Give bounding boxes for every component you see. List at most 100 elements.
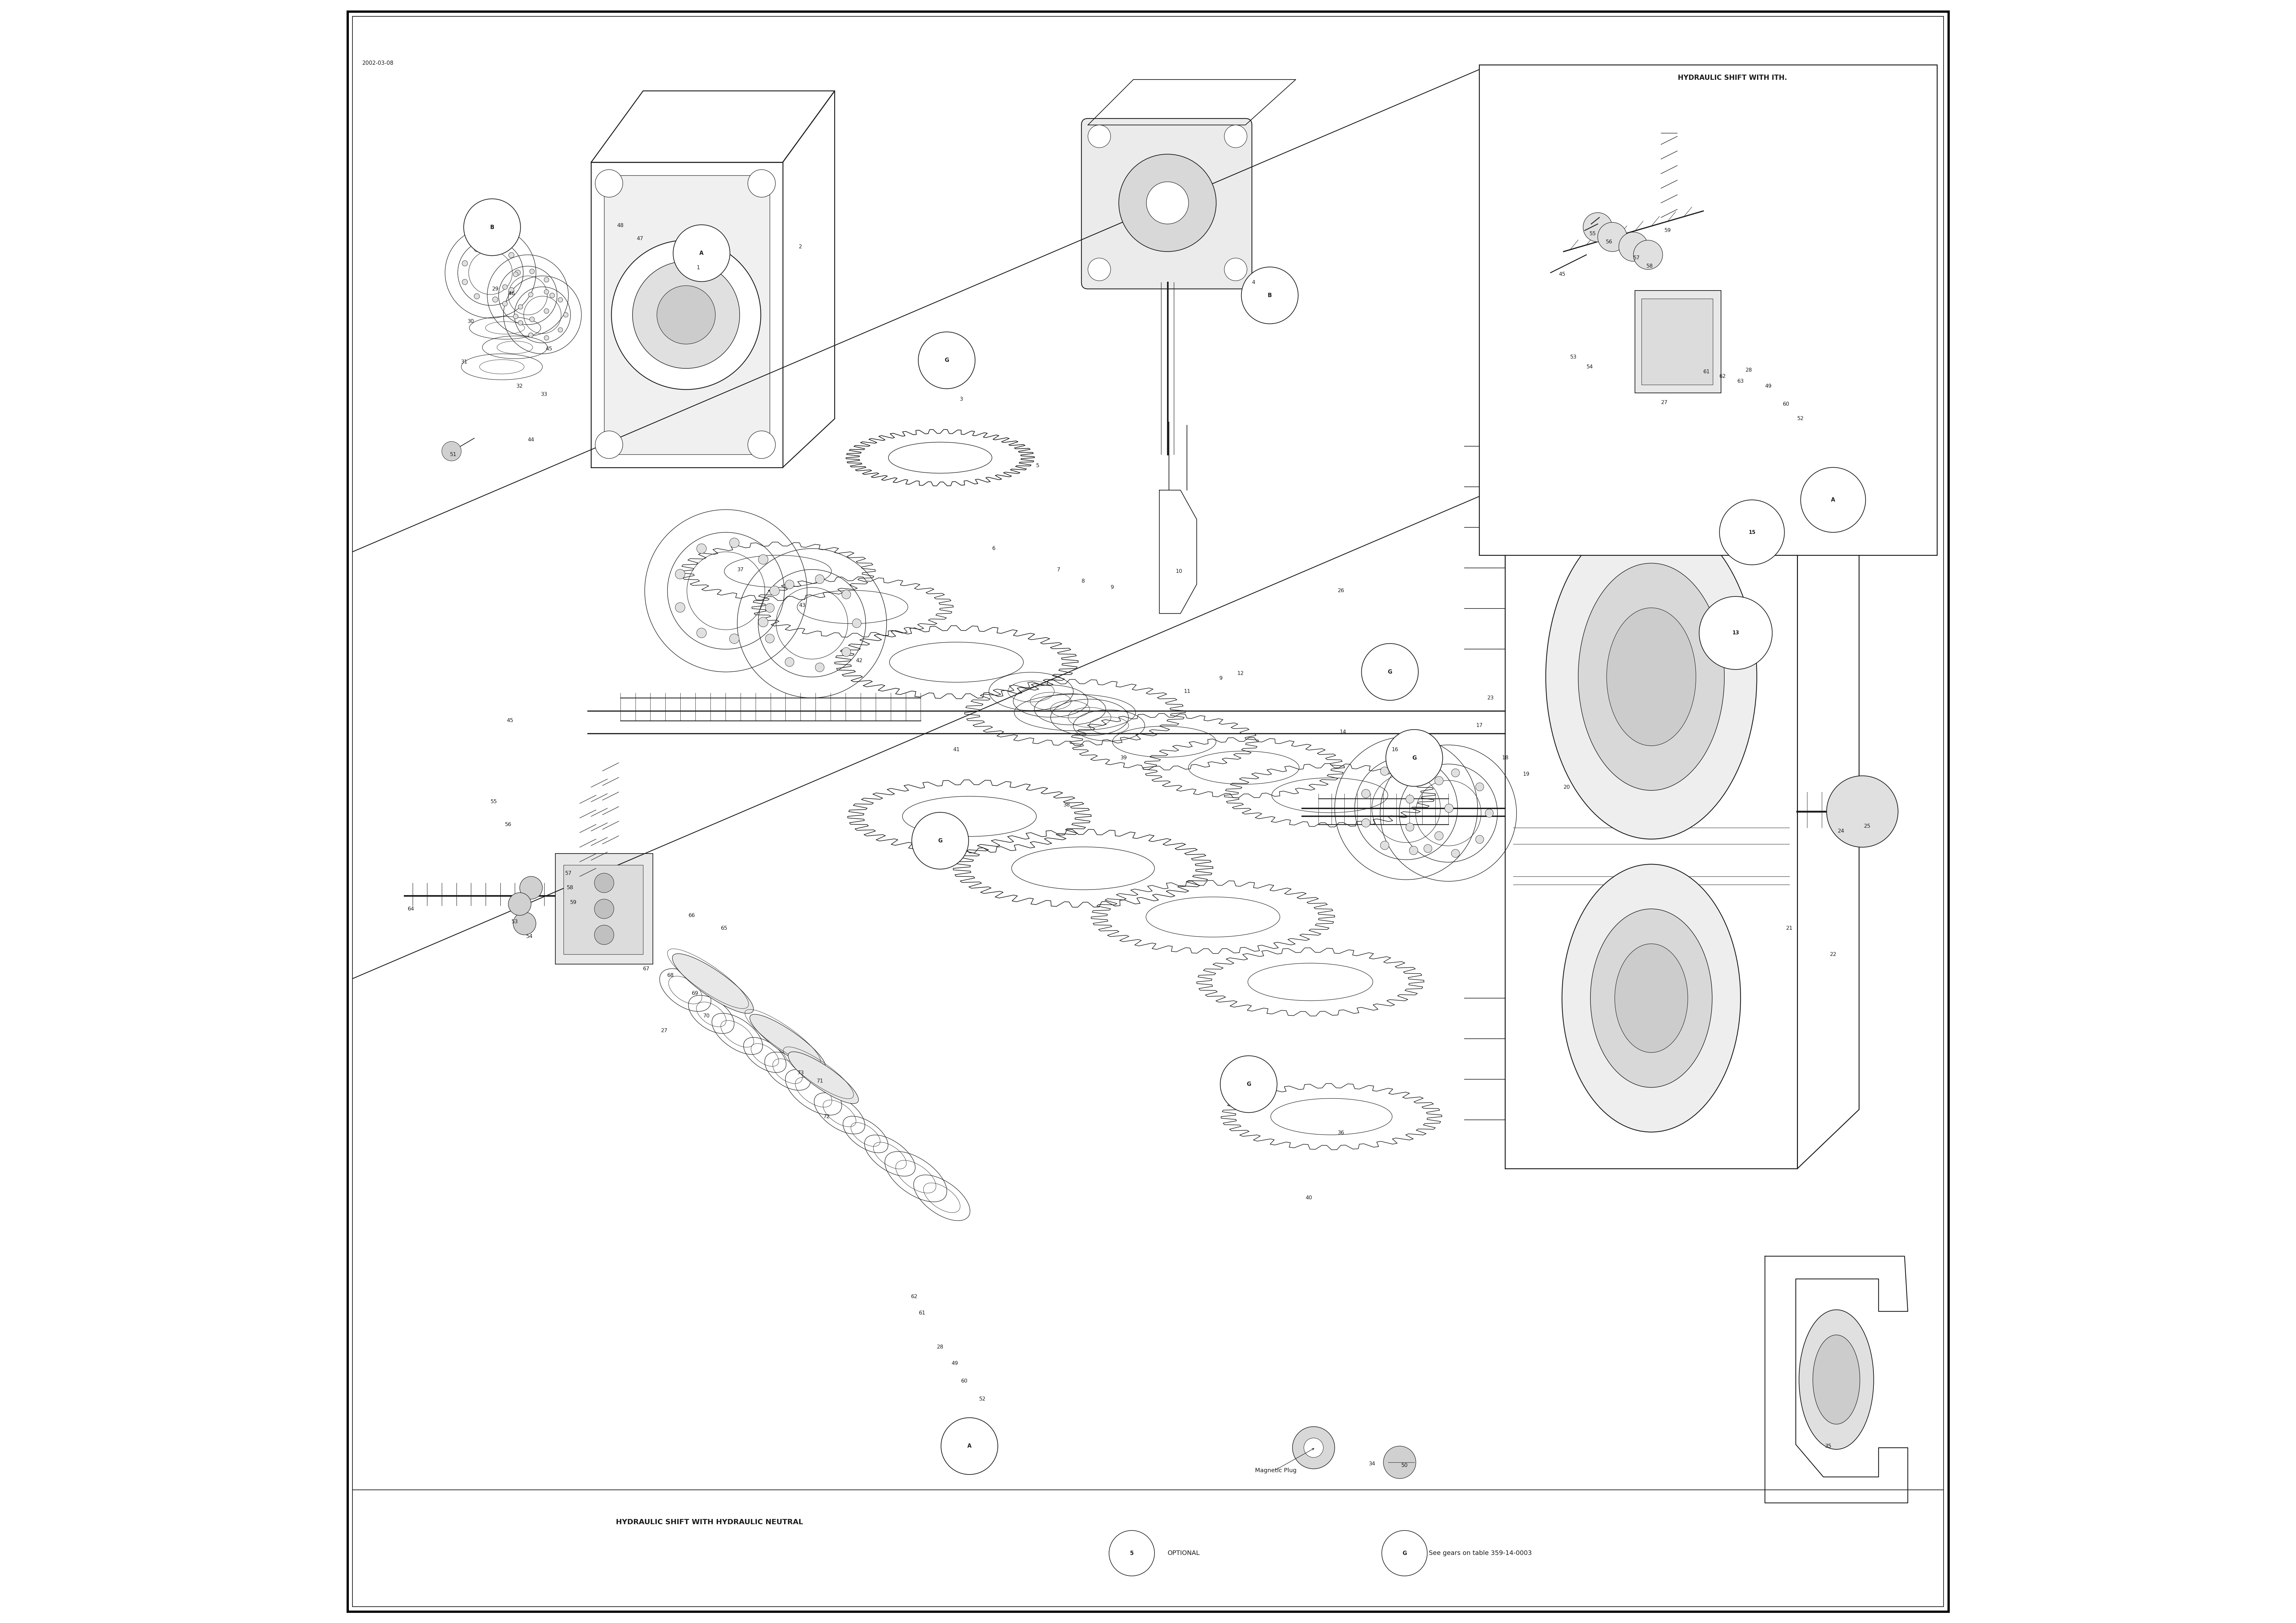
Text: 2002-03-08: 2002-03-08: [363, 60, 393, 67]
Circle shape: [519, 320, 523, 325]
Text: 16: 16: [1391, 747, 1398, 753]
FancyBboxPatch shape: [1635, 291, 1722, 393]
Circle shape: [595, 873, 613, 893]
FancyBboxPatch shape: [563, 865, 643, 954]
Text: 56: 56: [505, 821, 512, 828]
Circle shape: [1362, 818, 1371, 828]
Text: 9: 9: [1111, 584, 1114, 591]
Text: 8: 8: [1081, 578, 1084, 584]
Circle shape: [549, 294, 556, 299]
Circle shape: [544, 308, 549, 313]
Text: 20: 20: [1564, 784, 1570, 790]
Circle shape: [1382, 1530, 1428, 1576]
Text: 54: 54: [1587, 364, 1593, 370]
Text: A: A: [1830, 497, 1835, 503]
Text: 58: 58: [567, 885, 574, 891]
Text: 11: 11: [1185, 688, 1189, 695]
Text: G: G: [1403, 1550, 1407, 1556]
Circle shape: [941, 1419, 999, 1474]
Circle shape: [1632, 240, 1662, 269]
Circle shape: [595, 899, 613, 919]
Circle shape: [1800, 467, 1867, 532]
FancyBboxPatch shape: [556, 854, 652, 964]
Text: 54: 54: [526, 933, 533, 940]
Circle shape: [461, 279, 468, 284]
Ellipse shape: [1800, 1310, 1874, 1449]
Circle shape: [514, 313, 519, 318]
Text: 28: 28: [1745, 367, 1752, 373]
Text: 34: 34: [1368, 1461, 1375, 1467]
Text: 29: 29: [491, 286, 498, 292]
Circle shape: [631, 261, 739, 368]
Text: 39: 39: [1120, 755, 1127, 761]
FancyBboxPatch shape: [1081, 118, 1251, 289]
Text: 9: 9: [1219, 675, 1224, 682]
Text: 61: 61: [1704, 368, 1711, 375]
Text: 73: 73: [797, 1070, 804, 1076]
Text: 24: 24: [1837, 828, 1844, 834]
Text: 2: 2: [799, 243, 801, 250]
Text: 49: 49: [951, 1360, 957, 1367]
Text: 51: 51: [450, 451, 457, 458]
Text: A: A: [967, 1443, 971, 1449]
Text: 41: 41: [953, 747, 960, 753]
Text: 6: 6: [992, 545, 996, 552]
Text: 14: 14: [1339, 729, 1345, 735]
Text: 31: 31: [461, 359, 468, 365]
Text: 56: 56: [1605, 239, 1612, 245]
Text: 60: 60: [962, 1378, 969, 1384]
Text: 62: 62: [912, 1294, 918, 1300]
Circle shape: [1444, 803, 1453, 813]
Circle shape: [769, 586, 778, 596]
Circle shape: [748, 432, 776, 459]
Circle shape: [1424, 774, 1433, 782]
Text: 47: 47: [636, 235, 643, 242]
Text: Magnetic Plug: Magnetic Plug: [1256, 1467, 1297, 1474]
Circle shape: [696, 544, 707, 553]
Text: 5: 5: [1130, 1550, 1134, 1556]
Circle shape: [918, 333, 976, 390]
Text: 38: 38: [1063, 802, 1070, 808]
Circle shape: [730, 635, 739, 644]
Circle shape: [1146, 182, 1189, 224]
Text: 12: 12: [1238, 670, 1244, 677]
Text: 64: 64: [409, 906, 413, 912]
Circle shape: [441, 441, 461, 461]
Circle shape: [1451, 849, 1460, 857]
Text: 62: 62: [1720, 373, 1727, 380]
Ellipse shape: [788, 1052, 859, 1104]
Circle shape: [530, 269, 535, 274]
Text: 52: 52: [1798, 415, 1805, 422]
Circle shape: [1224, 258, 1247, 281]
Circle shape: [785, 579, 794, 589]
Text: 72: 72: [824, 1113, 829, 1120]
Circle shape: [1424, 844, 1433, 852]
Ellipse shape: [1614, 945, 1688, 1053]
Text: 19: 19: [1522, 771, 1529, 777]
Text: G: G: [1247, 1081, 1251, 1087]
Circle shape: [1451, 769, 1460, 777]
Text: 27: 27: [1660, 399, 1667, 406]
Circle shape: [1486, 808, 1492, 818]
FancyBboxPatch shape: [604, 175, 769, 454]
Circle shape: [1088, 125, 1111, 148]
Text: HYDRAULIC SHIFT WITH HYDRAULIC NEUTRAL: HYDRAULIC SHIFT WITH HYDRAULIC NEUTRAL: [615, 1519, 804, 1526]
Ellipse shape: [1607, 609, 1697, 747]
Text: 32: 32: [517, 383, 523, 390]
Circle shape: [1476, 836, 1483, 844]
Text: A: A: [700, 250, 703, 256]
Circle shape: [1224, 125, 1247, 148]
Circle shape: [1118, 154, 1217, 252]
Circle shape: [843, 589, 852, 599]
Circle shape: [1362, 789, 1371, 799]
Circle shape: [464, 200, 521, 256]
Circle shape: [473, 294, 480, 299]
Text: 10: 10: [1176, 568, 1182, 575]
Circle shape: [494, 243, 498, 248]
Ellipse shape: [1561, 865, 1740, 1133]
Text: 4: 4: [1251, 279, 1256, 286]
Text: G: G: [1412, 755, 1417, 761]
Text: 27: 27: [661, 1027, 668, 1034]
Text: 40: 40: [1306, 1195, 1311, 1201]
Text: 60: 60: [1782, 401, 1789, 407]
